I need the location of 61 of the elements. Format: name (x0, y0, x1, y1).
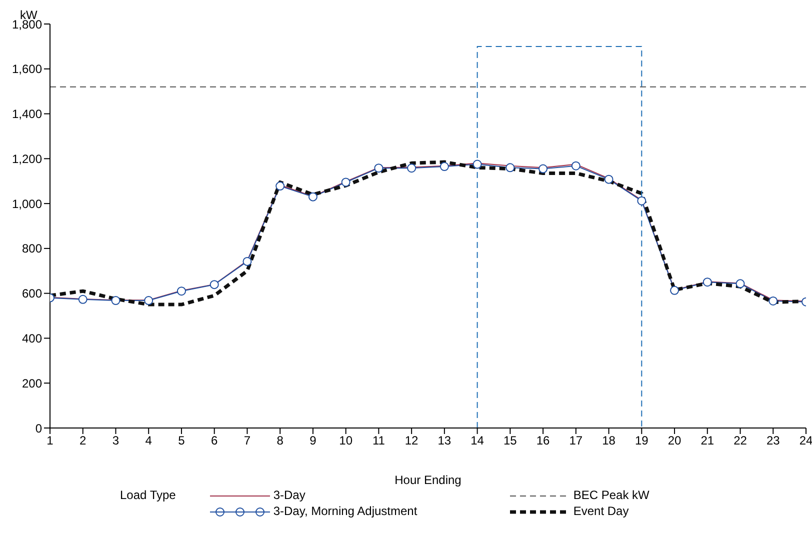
x-tick-label: 22 (734, 434, 748, 448)
point (341, 178, 350, 187)
x-tick-label: 21 (700, 434, 714, 448)
x-tick-label: 20 (668, 434, 682, 448)
x-tick-label: 18 (602, 434, 616, 448)
point (144, 296, 154, 306)
point (242, 256, 252, 266)
point (670, 286, 680, 295)
point (440, 162, 449, 172)
x-tick-label: 8 (276, 434, 284, 448)
legend-label: Event Day (572, 504, 630, 518)
x-tick-label: 4 (145, 434, 152, 448)
point (506, 163, 515, 172)
point (571, 161, 580, 170)
x-tick-label: 23 (766, 434, 780, 448)
x-tick-label: 14 (470, 434, 484, 448)
y-tick-label: 600 (22, 286, 42, 301)
point (768, 296, 778, 306)
x-tick-label: 10 (339, 434, 353, 448)
point (472, 160, 482, 169)
x-tick-label: 15 (503, 434, 518, 448)
x-tick-label: 24 (799, 434, 812, 448)
x-tick-label: 2 (80, 434, 87, 448)
point (736, 279, 745, 288)
x-tick-label: 11 (372, 434, 386, 448)
x-tick-label: 1 (46, 434, 54, 448)
y-tick-label: 0 (35, 421, 42, 436)
x-axis-title: Hour Ending (394, 473, 462, 487)
y-tick-label: 1,400 (12, 107, 42, 122)
point (538, 164, 548, 174)
point (308, 192, 318, 202)
x-tick-label: 19 (634, 434, 649, 448)
y-tick-label: 400 (22, 331, 42, 346)
legend-title: Load Type (120, 488, 177, 504)
point (111, 296, 120, 306)
legend-label: BEC Peak kW (572, 488, 650, 502)
point (407, 164, 416, 173)
point (78, 294, 88, 304)
x-tick-label: 12 (404, 434, 419, 448)
point (210, 280, 219, 290)
legend-label: 3-Day, Morning Adjustment (272, 504, 418, 518)
point (276, 182, 285, 191)
point (176, 286, 186, 296)
y-tick-label: 1,200 (12, 152, 42, 166)
x-tick-label: 13 (438, 434, 452, 448)
x-tick-label: 3 (112, 434, 120, 448)
legend-label: 3-Day (272, 488, 306, 502)
y-tick-label: 200 (22, 376, 42, 390)
x-tick-label: 17 (569, 434, 583, 448)
y-tick-label: 1,000 (12, 196, 42, 211)
x-tick-label: 7 (244, 434, 251, 448)
point (374, 164, 384, 173)
x-tick-label: 9 (310, 434, 317, 448)
point (604, 174, 614, 184)
y-tick-label: 800 (22, 242, 42, 256)
x-tick-label: 6 (211, 434, 218, 448)
point (637, 196, 646, 206)
point (702, 278, 712, 287)
x-tick-label: 5 (178, 434, 186, 448)
x-tick-label: 16 (536, 434, 550, 448)
y-tick-label: 1,600 (12, 62, 42, 76)
